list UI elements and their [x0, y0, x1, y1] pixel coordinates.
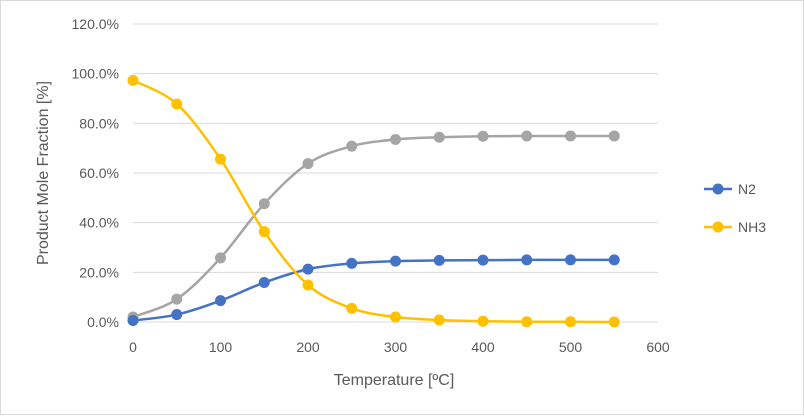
y-tick-label: 0.0%: [87, 314, 119, 330]
data-point: [477, 254, 489, 266]
series-line: [131, 258, 616, 322]
series-layer: [127, 74, 620, 328]
data-point: [521, 316, 533, 328]
data-point: [433, 131, 445, 143]
data-point: [215, 295, 226, 307]
y-tick-label: 60.0%: [79, 165, 119, 181]
y-axis-title: Product Mole Fraction [%]: [35, 81, 52, 265]
data-point: [565, 254, 576, 266]
data-point: [521, 130, 533, 142]
series-line: [131, 134, 616, 319]
data-point: [127, 315, 139, 327]
data-point: [477, 130, 489, 142]
x-tick-label: 600: [646, 339, 670, 355]
x-tick-label: 200: [296, 339, 320, 355]
y-tick-label: 40.0%: [79, 215, 119, 231]
data-point: [346, 140, 358, 152]
data-point: [608, 130, 620, 142]
data-point: [565, 316, 576, 328]
data-point: [608, 254, 620, 266]
x-tick-label: 400: [471, 339, 495, 355]
y-tick-label: 100.0%: [72, 66, 119, 82]
data-point: [215, 153, 226, 165]
data-point: [477, 315, 489, 327]
legend-marker: [712, 183, 724, 195]
x-axis-title: Temperature [ºC]: [334, 372, 455, 389]
y-tick-label: 120.0%: [72, 16, 119, 32]
y-tick-label: 80.0%: [79, 115, 119, 131]
data-point: [215, 252, 226, 264]
data-point: [302, 158, 314, 170]
data-point: [565, 130, 576, 142]
y-axis-tick-labels: 0.0% 20.0% 40.0% 60.0% 80.0% 100.0% 120.0%: [72, 16, 119, 330]
legend-label: N2: [738, 181, 756, 197]
data-point: [390, 255, 401, 267]
gridlines: [133, 23, 658, 323]
series-line: [131, 79, 616, 324]
series-n2: [127, 254, 620, 327]
data-point: [302, 279, 314, 291]
legend: N2 NH3: [704, 181, 766, 235]
data-point: [433, 314, 445, 326]
legend-item-nh3: NH3: [704, 219, 766, 235]
legend-label: NH3: [738, 219, 766, 235]
data-point: [302, 263, 314, 275]
data-point: [346, 302, 358, 314]
data-point: [433, 254, 445, 266]
data-point: [171, 293, 183, 305]
x-tick-label: 300: [384, 339, 408, 355]
series-nh3: [127, 74, 620, 328]
x-axis-tick-labels: 0 100 200 300 400 500 600: [129, 339, 670, 355]
x-tick-label: 500: [559, 339, 583, 355]
data-point: [390, 311, 401, 323]
x-tick-label: 0: [129, 339, 137, 355]
legend-marker: [712, 221, 724, 233]
data-point: [390, 133, 401, 145]
y-tick-label: 20.0%: [79, 264, 119, 280]
data-point: [258, 277, 270, 289]
data-point: [171, 309, 183, 321]
data-point: [258, 198, 270, 210]
data-point: [171, 98, 183, 110]
data-point: [127, 74, 139, 86]
data-point: [258, 226, 270, 238]
data-point: [346, 257, 358, 269]
x-tick-label: 100: [209, 339, 233, 355]
legend-item-n2: N2: [704, 181, 756, 197]
series-unnamed: [127, 130, 620, 323]
data-point: [521, 254, 533, 266]
data-point: [608, 316, 620, 328]
